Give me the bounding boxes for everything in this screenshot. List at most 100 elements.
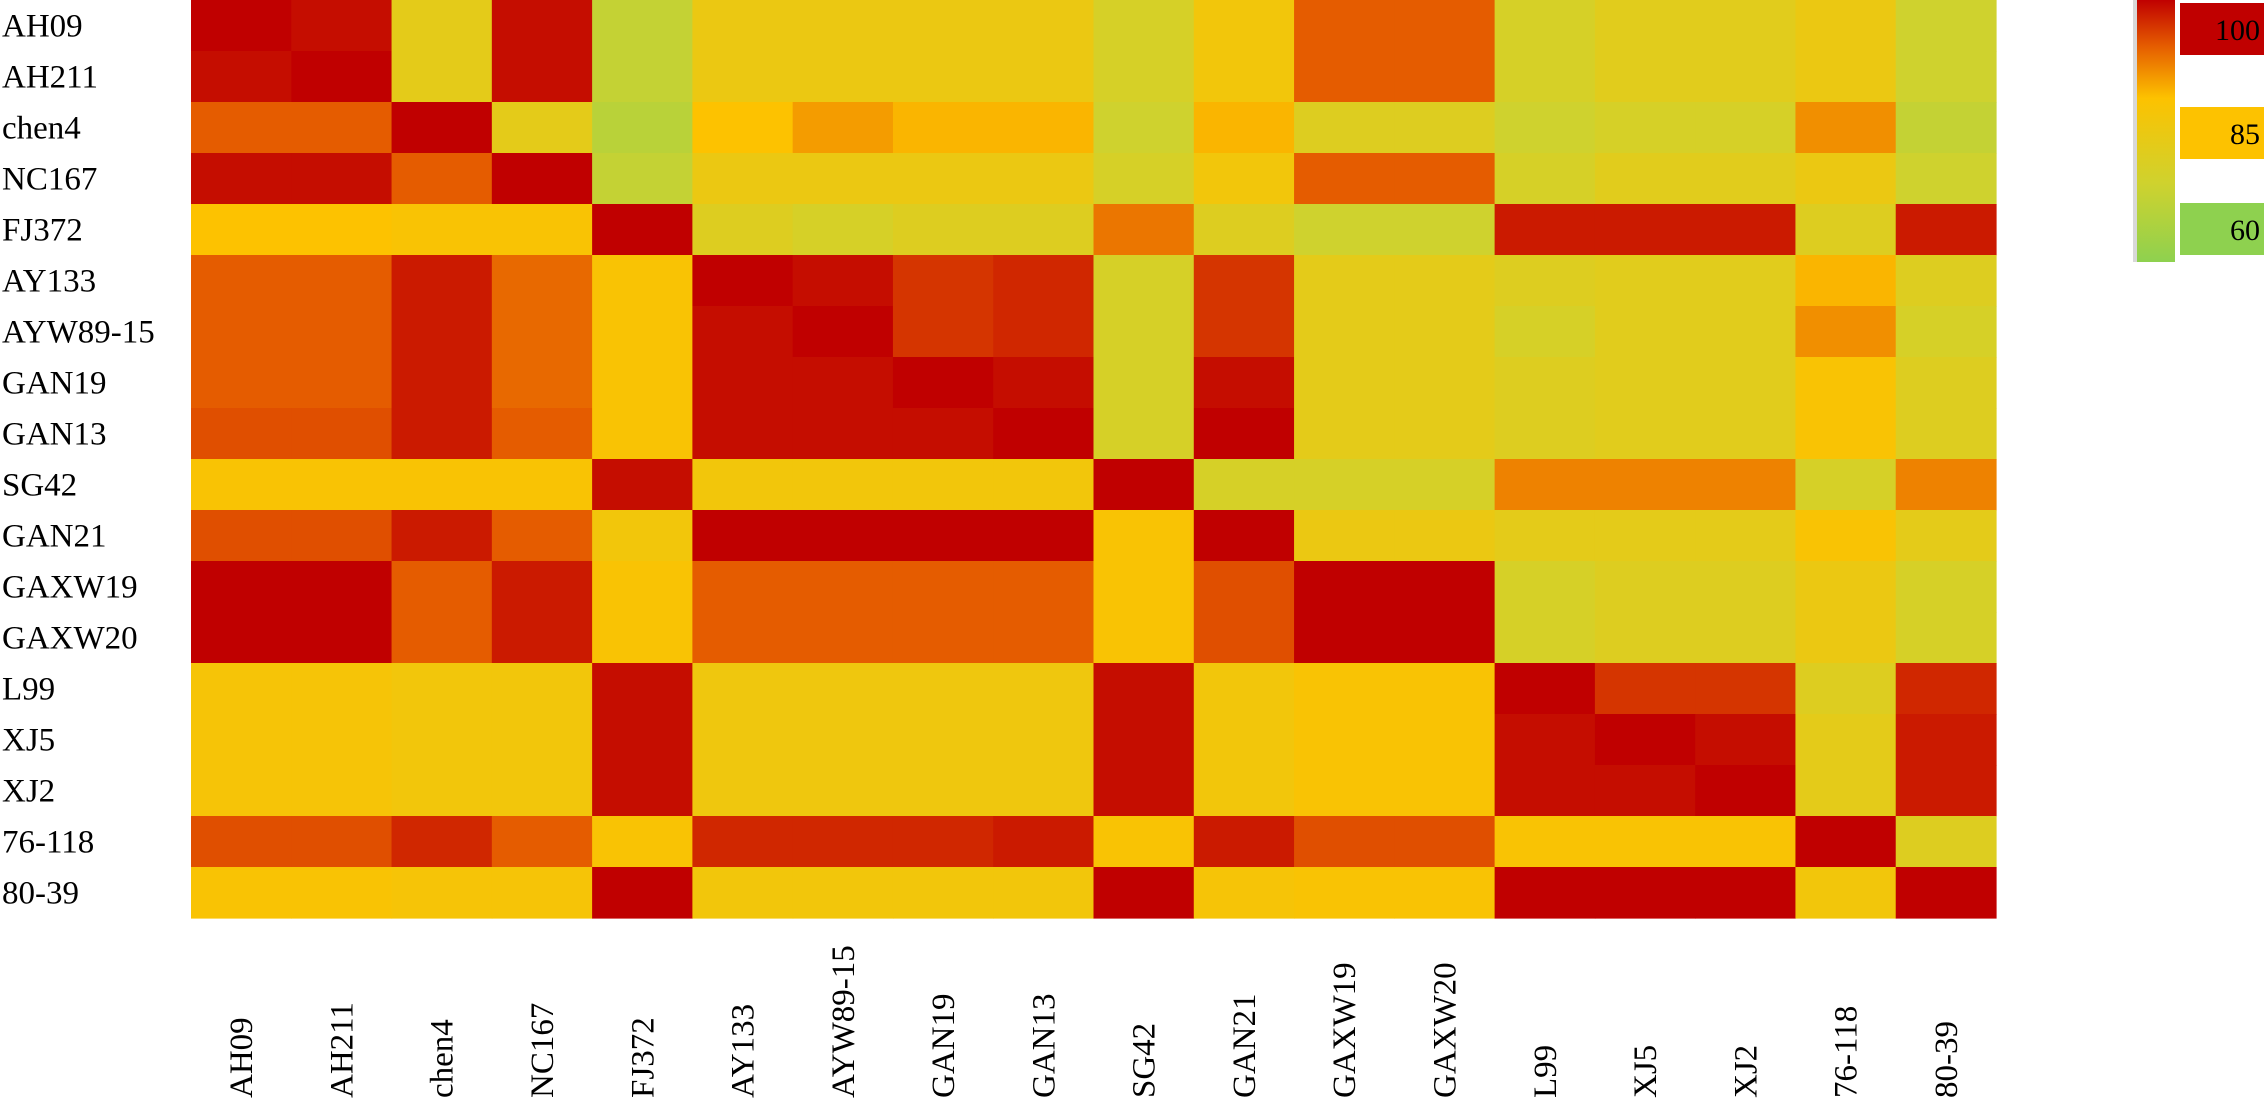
heatmap-cell — [1895, 102, 1997, 154]
column-label: chen4 — [425, 1019, 461, 1098]
heatmap-cell — [892, 612, 994, 664]
heatmap-cell — [391, 561, 493, 613]
heatmap-cell — [291, 714, 393, 766]
heatmap-cell — [291, 408, 393, 460]
legend-swatch — [2180, 203, 2264, 255]
heatmap-cell — [291, 0, 393, 52]
heatmap-cell — [592, 408, 693, 460]
heatmap-cell — [291, 459, 393, 511]
heatmap-cell — [892, 765, 994, 817]
heatmap-cell — [692, 255, 794, 307]
heatmap-cell — [592, 816, 693, 868]
heatmap-cell — [391, 510, 493, 562]
legend-label: 60 — [2230, 214, 2260, 247]
heatmap-cell — [1494, 153, 1596, 205]
heatmap-cell — [1193, 816, 1295, 868]
heatmap-cell — [1895, 153, 1997, 205]
heatmap-cell — [1795, 510, 1897, 562]
heatmap-cell — [692, 663, 794, 715]
heatmap-cell — [1594, 204, 1696, 256]
row-label: 76-118 — [2, 825, 94, 861]
heatmap-cell — [1193, 561, 1295, 613]
heatmap-cell — [1895, 0, 1997, 52]
heatmap-cell — [1795, 867, 1897, 919]
heatmap-cell — [692, 51, 794, 103]
heatmap-cell — [1193, 459, 1295, 511]
heatmap-cell — [391, 51, 493, 103]
heatmap-cell — [391, 0, 493, 52]
heatmap-cell — [1394, 153, 1496, 205]
heatmap-cell — [491, 255, 593, 307]
heatmap-cell — [191, 357, 292, 409]
heatmap-cell — [993, 510, 1095, 562]
heatmap-cell — [191, 102, 292, 154]
heatmap-cell — [191, 408, 292, 460]
heatmap-cell — [391, 204, 493, 256]
heatmap-cell — [692, 408, 794, 460]
heatmap-cell — [391, 408, 493, 460]
heatmap-cell — [1594, 306, 1696, 358]
heatmap-cell — [391, 816, 493, 868]
heatmap-cell — [1394, 408, 1496, 460]
heatmap-cell — [491, 765, 593, 817]
heatmap-cell — [1695, 0, 1797, 52]
heatmap-cell — [1795, 204, 1897, 256]
heatmap-cell — [491, 816, 593, 868]
heatmap-cell — [1895, 51, 1997, 103]
heatmap-cell — [1193, 765, 1295, 817]
column-label: FJ372 — [625, 1017, 661, 1098]
column-label: GAXW20 — [1427, 962, 1463, 1098]
heatmap-cell — [1093, 153, 1195, 205]
heatmap-cell — [1494, 612, 1596, 664]
heatmap-cell — [1695, 765, 1797, 817]
heatmap-cell — [1494, 0, 1596, 52]
heatmap-cell — [1895, 408, 1997, 460]
heatmap-cell — [792, 255, 894, 307]
heatmap-cell — [291, 663, 393, 715]
heatmap-cell — [1193, 255, 1295, 307]
heatmap-cell — [491, 51, 593, 103]
heatmap-cell — [1394, 714, 1496, 766]
heatmap-cell — [692, 714, 794, 766]
heatmap-cell — [1193, 357, 1295, 409]
heatmap-cell — [1294, 102, 1395, 154]
heatmap-cell — [391, 306, 493, 358]
heatmap-cell — [1394, 102, 1496, 154]
heatmap-cell — [993, 306, 1095, 358]
heatmap-cell — [1093, 663, 1195, 715]
row-label: GAXW19 — [2, 570, 138, 606]
heatmap-cell — [1895, 255, 1997, 307]
heatmap-cell — [1193, 306, 1295, 358]
heatmap-cell — [1494, 255, 1596, 307]
column-label: GAN21 — [1227, 994, 1263, 1099]
heatmap-cell — [191, 459, 292, 511]
heatmap-cell — [191, 306, 292, 358]
heatmap-cell — [993, 153, 1095, 205]
heatmap-cell — [1494, 357, 1596, 409]
heatmap-cell — [1093, 510, 1195, 562]
heatmap-cell — [1093, 357, 1195, 409]
heatmap-cell — [892, 102, 994, 154]
heatmap-cell — [1294, 357, 1395, 409]
heatmap-cell — [291, 510, 393, 562]
heatmap-cell — [1394, 561, 1496, 613]
heatmap-cell — [692, 867, 794, 919]
heatmap-cell — [391, 663, 493, 715]
heatmap-cell — [592, 102, 693, 154]
heatmap-cell — [291, 816, 393, 868]
heatmap-cell — [1895, 357, 1997, 409]
heatmap-cell — [1795, 561, 1897, 613]
heatmap-cell — [291, 867, 393, 919]
heatmap-cell — [491, 204, 593, 256]
heatmap-cell — [291, 357, 393, 409]
heatmap-cell — [892, 153, 994, 205]
heatmap-cell — [792, 0, 894, 52]
heatmap-cell — [191, 255, 292, 307]
heatmap-cell — [1193, 102, 1295, 154]
heatmap-cell — [491, 408, 593, 460]
heatmap-cell — [1795, 714, 1897, 766]
heatmap-cell — [792, 663, 894, 715]
legend-gradient-bar — [2137, 0, 2175, 262]
heatmap-cell — [1494, 510, 1596, 562]
heatmap-cell — [1093, 714, 1195, 766]
